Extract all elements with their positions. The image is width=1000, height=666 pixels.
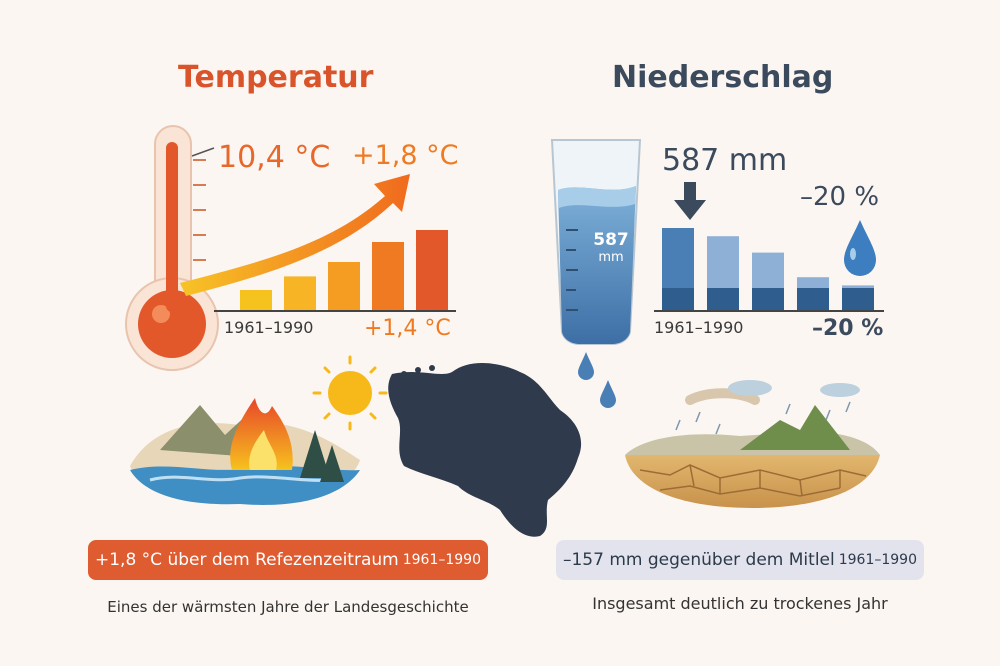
precipitation-bar-base [752,288,784,310]
precipitation-current-value: 587 mm [662,143,788,178]
thermometer-icon [125,125,219,371]
temperature-summary-period: 1961–1990 [402,552,481,568]
precipitation-summary-period: 1961–1990 [838,552,917,568]
sun-icon [312,355,388,431]
precipitation-percent-bottom: –20 % [812,316,884,341]
temperature-current-value: 10,4 °C [218,140,331,175]
precipitation-bar-base [707,288,739,310]
down-arrow-icon [674,182,706,220]
temperature-delta-top: +1,8 °C [352,140,459,171]
precipitation-summary-text: –157 mm gegenüber dem Mitlel [562,550,835,570]
temperature-summary-badge: +1,8 °C über dem Refezenzeitraum 1961–19… [88,540,488,580]
map-icon [388,362,582,537]
water-drop-icon [844,220,876,276]
temperature-summary-text: +1,8 °C über dem Refezenzeitraum [95,550,399,570]
water-glass-icon [550,139,642,345]
glass-unit: mm [598,250,624,265]
precipitation-title: Niederschlag [612,60,834,95]
rising-arrow-icon [180,174,410,296]
precipitation-bar-base [662,288,694,310]
temperature-bar [284,276,316,310]
temperature-bar-chart [240,230,448,310]
temperature-period-label: 1961–1990 [224,318,314,337]
wildfire-landscape-icon [130,398,360,505]
precipitation-caption: Insgesamt deutlich zu trockenes Jahr [592,594,888,613]
temperature-title: Temperatur [178,60,374,95]
temperature-bar [328,262,360,310]
glass-value: 587 [593,230,629,250]
temperature-bar [372,242,404,310]
glass-value-label: 587 mm [588,232,634,266]
precipitation-bar-base [797,288,829,310]
temperature-caption: Eines der wärmsten Jahre der Landesgesch… [107,598,469,616]
precipitation-bar-base [842,288,874,310]
drop-icon [578,352,616,408]
precipitation-period-label: 1961–1990 [654,318,744,337]
precipitation-summary-badge: –157 mm gegenüber dem Mitlel 1961–1990 [556,540,924,580]
temperature-delta-bottom: +1,4 °C [364,316,451,341]
temperature-bar [416,230,448,310]
precipitation-bar-chart [662,228,874,310]
temperature-bar [240,290,272,310]
cracked-earth-icon [625,380,880,508]
precipitation-percent-top: –20 % [800,182,880,212]
